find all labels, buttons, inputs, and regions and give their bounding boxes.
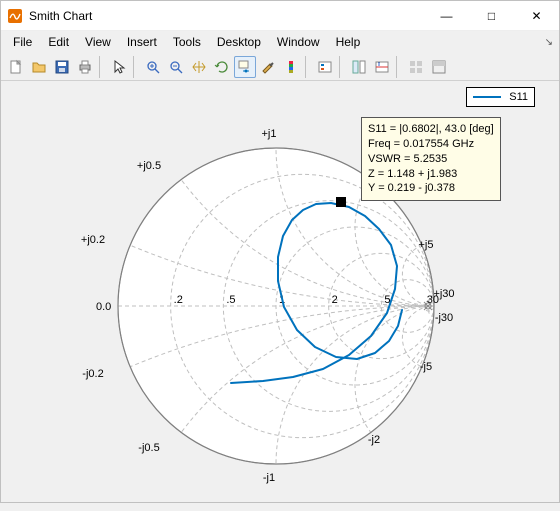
svg-text:+j5: +j5	[419, 239, 434, 251]
svg-text:-j0.2: -j0.2	[82, 368, 103, 380]
svg-text:+j0.2: +j0.2	[81, 234, 105, 246]
colorbar-icon[interactable]	[280, 56, 302, 78]
svg-text:0.0: 0.0	[96, 301, 111, 313]
menu-window[interactable]: Window	[269, 33, 328, 51]
new-file-icon[interactable]	[5, 56, 27, 78]
maximize-button[interactable]: □	[469, 1, 514, 31]
window-controls: — □ ✕	[424, 1, 559, 30]
toolbar-sep-4	[339, 56, 345, 78]
print-icon[interactable]	[74, 56, 96, 78]
app-icon	[7, 8, 23, 24]
menu-desktop[interactable]: Desktop	[209, 33, 269, 51]
toolbar-sep-1	[99, 56, 105, 78]
legend[interactable]: S11	[466, 87, 535, 107]
zoom-out-icon[interactable]	[165, 56, 187, 78]
rotate-icon[interactable]	[211, 56, 233, 78]
legend-swatch	[473, 96, 501, 98]
tooltip-line-3: VSWR = 5.2535	[368, 152, 494, 167]
toolbar-sep-5	[396, 56, 402, 78]
menu-edit[interactable]: Edit	[40, 33, 77, 51]
legend-icon[interactable]	[314, 56, 336, 78]
svg-text:+j1: +j1	[262, 128, 277, 140]
svg-text:.5: .5	[226, 294, 235, 306]
tooltip-line-1: S11 = |0.6802|, 43.0 [deg]	[368, 122, 494, 137]
pointer-icon[interactable]	[108, 56, 130, 78]
zoom-in-icon[interactable]	[142, 56, 164, 78]
plot-area: 0.0.2.512530+j0.2+j0.5+j1+j2+j5+j30-j0.2…	[1, 81, 559, 502]
svg-text:-j2: -j2	[368, 434, 380, 446]
menu-bar: File Edit View Insert Tools Desktop Wind…	[1, 31, 559, 53]
data-cursor-tooltip[interactable]: S11 = |0.6802|, 43.0 [deg] Freq = 0.0175…	[361, 117, 501, 201]
menu-tools[interactable]: Tools	[165, 33, 209, 51]
tooltip-line-5: Y = 0.219 - j0.378	[368, 181, 494, 196]
menu-grip: ↘	[545, 37, 559, 48]
brush-icon[interactable]	[257, 56, 279, 78]
data-cursor-marker	[336, 197, 346, 207]
svg-text:-j30: -j30	[435, 312, 453, 324]
open-folder-icon[interactable]	[28, 56, 50, 78]
grid2-icon[interactable]	[428, 56, 450, 78]
menu-help[interactable]: Help	[328, 33, 369, 51]
data-cursor-icon[interactable]	[234, 56, 256, 78]
svg-text:2: 2	[332, 294, 338, 306]
tooltip-line-2: Freq = 0.017554 GHz	[368, 137, 494, 152]
svg-text:.2: .2	[174, 294, 183, 306]
save-icon[interactable]	[51, 56, 73, 78]
toolbar	[1, 53, 559, 81]
svg-text:-j5: -j5	[420, 361, 432, 373]
window-title: Smith Chart	[29, 9, 424, 23]
toolbar-sep-3	[305, 56, 311, 78]
pan-icon[interactable]	[188, 56, 210, 78]
legend-label: S11	[509, 91, 528, 103]
grid-icon[interactable]	[405, 56, 427, 78]
link-icon[interactable]	[348, 56, 370, 78]
svg-text:+j0.5: +j0.5	[137, 160, 161, 172]
close-button[interactable]: ✕	[514, 1, 559, 31]
tooltip-line-4: Z = 1.148 + j1.983	[368, 167, 494, 182]
toolbar-sep-2	[133, 56, 139, 78]
minimize-button[interactable]: —	[424, 1, 469, 31]
menu-insert[interactable]: Insert	[119, 33, 165, 51]
ruler-icon[interactable]	[371, 56, 393, 78]
menu-file[interactable]: File	[5, 33, 40, 51]
svg-text:-j1: -j1	[263, 472, 275, 484]
title-bar: Smith Chart — □ ✕	[1, 1, 559, 31]
svg-text:+j30: +j30	[433, 288, 454, 300]
app-window: Smith Chart — □ ✕ File Edit View Insert …	[0, 0, 560, 503]
menu-view[interactable]: View	[77, 33, 119, 51]
svg-text:-j0.5: -j0.5	[138, 442, 159, 454]
